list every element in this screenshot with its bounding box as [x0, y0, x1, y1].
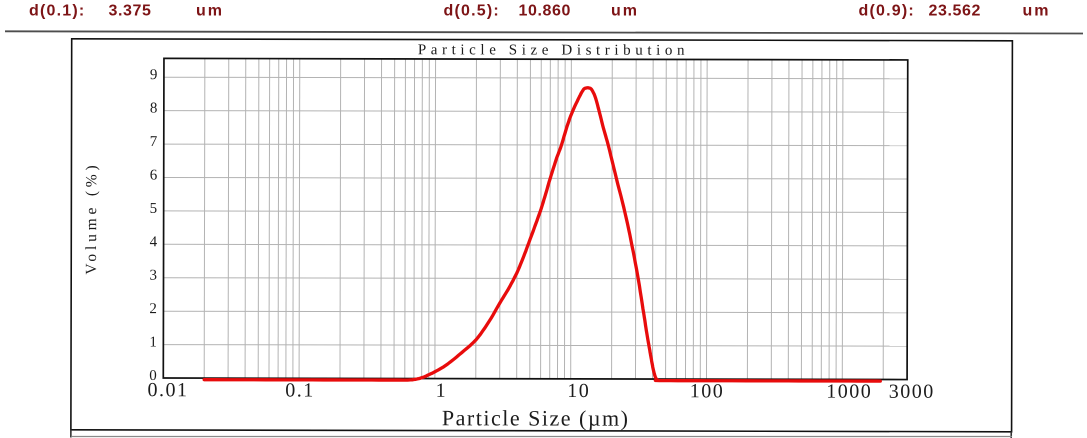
svg-text:10: 10	[567, 380, 590, 402]
svg-text:3: 3	[149, 268, 157, 284]
svg-text:2: 2	[149, 301, 157, 317]
svg-text:23.562: 23.562	[929, 3, 982, 20]
svg-text:3000: 3000	[889, 381, 935, 403]
svg-text:100: 100	[690, 380, 725, 402]
svg-text:Volume (%): Volume (%)	[83, 161, 100, 274]
svg-text:5: 5	[150, 201, 158, 217]
svg-text:4: 4	[150, 234, 158, 250]
svg-text:10.860: 10.860	[519, 3, 572, 20]
svg-text:1: 1	[436, 380, 448, 402]
svg-text:um: um	[611, 3, 639, 20]
svg-text:um: um	[1023, 3, 1051, 20]
svg-text:1000: 1000	[826, 381, 872, 403]
svg-text:d(0.5):: d(0.5):	[444, 3, 500, 20]
svg-text:0: 0	[149, 368, 157, 384]
svg-text:3.375: 3.375	[109, 3, 152, 20]
svg-text:0.1: 0.1	[285, 379, 315, 401]
svg-text:d(0.1):: d(0.1):	[29, 3, 85, 20]
svg-text:d(0.9):: d(0.9):	[859, 3, 915, 20]
svg-text:9: 9	[150, 67, 158, 83]
svg-text:6: 6	[150, 167, 158, 183]
svg-text:0.01: 0.01	[148, 379, 189, 401]
svg-text:7: 7	[150, 134, 158, 150]
svg-text:Particle Size (µm): Particle Size (µm)	[442, 405, 630, 430]
svg-text:um: um	[196, 3, 224, 20]
svg-text:Particle Size Distribution: Particle Size Distribution	[418, 42, 689, 59]
svg-text:8: 8	[150, 101, 158, 117]
svg-text:1: 1	[149, 335, 157, 351]
